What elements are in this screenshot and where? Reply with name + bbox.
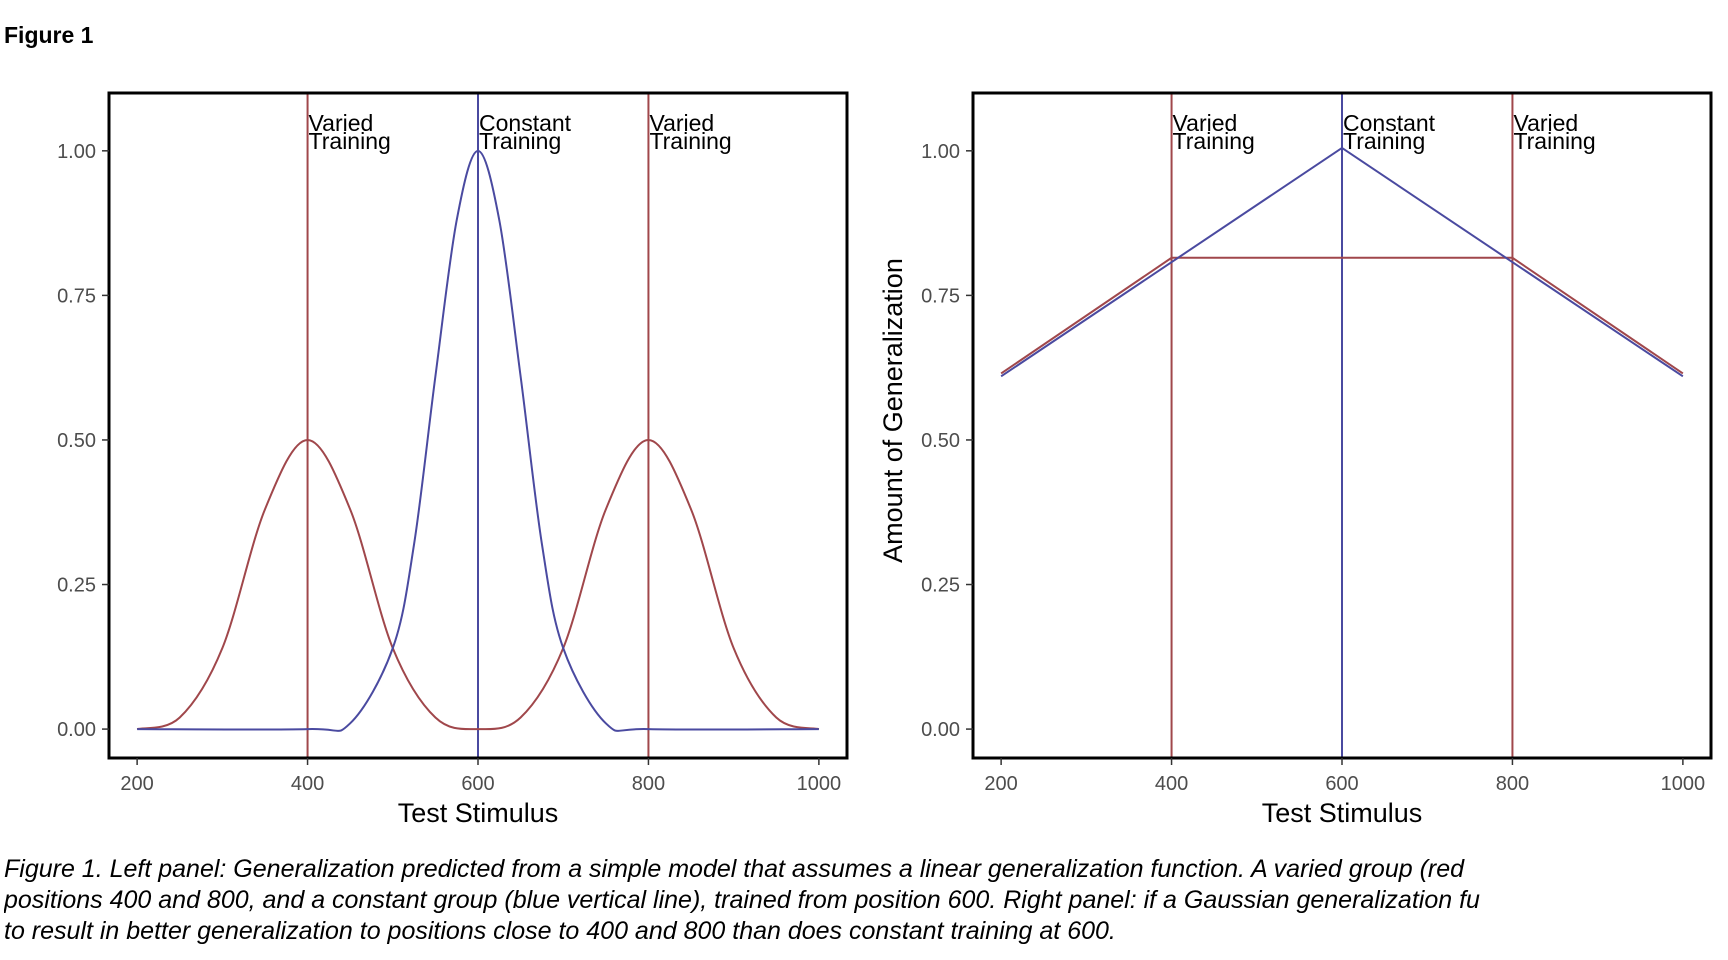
figure-title: Figure 1	[4, 22, 94, 48]
x-tick-label: 600	[1325, 773, 1358, 795]
chart-panel-right: 0.00 0.25 0.50 0.75 1.00 200 400 600 800 1000 Test…	[878, 91, 1713, 828]
chart-panel-left: 0.00 0.25 0.50 0.75 1.00 200 400 600 800 1000 Test…	[57, 91, 849, 828]
series-line-constant	[137, 149, 819, 732]
series-line-varied	[136, 438, 820, 731]
series-line-varied	[1000, 256, 1684, 375]
x-tick-label: 200	[120, 773, 153, 795]
x-tick-label: 800	[1496, 773, 1529, 795]
x-tick-label: 400	[1155, 773, 1188, 795]
y-tick-label: 0.00	[57, 719, 96, 741]
training-label: Training	[309, 128, 391, 154]
caption-line: positions 400 and 800, and a constant gr…	[4, 886, 1480, 914]
training-label: Varied	[1173, 110, 1238, 136]
y-tick-label: 0.50	[57, 430, 96, 452]
y-tick-label: 0.75	[57, 285, 96, 307]
y-tick-label: 0.25	[921, 575, 960, 597]
y-tick-label: 1.00	[921, 141, 960, 163]
y-tick-label: 0.00	[921, 719, 960, 741]
caption-line: Figure 1. Left panel: Generalization pre…	[4, 855, 1465, 883]
figure-caption: Figure 1. Left panel: Generalization pre…	[4, 854, 1728, 947]
training-label: Varied	[309, 110, 374, 136]
x-tick-label: 1000	[1661, 773, 1706, 795]
y-tick-label: 0.75	[921, 285, 960, 307]
x-tick-label: 200	[984, 773, 1017, 795]
y-tick-label: 0.50	[921, 430, 960, 452]
training-label: Varied	[1513, 110, 1578, 136]
x-tick-label: 1000	[797, 773, 842, 795]
charts-canvas: 0.00 0.25 0.50 0.75 1.00 200 400 600 800 1000 Test…	[57, 91, 1713, 828]
x-tick-label: 600	[461, 773, 494, 795]
y-tick-label: 1.00	[57, 141, 96, 163]
training-label: Constant	[1343, 110, 1436, 136]
y-axis-label: Amount of Generalization	[878, 258, 908, 563]
training-label: Training	[649, 128, 731, 154]
x-axis-label: Test Stimulus	[1262, 798, 1423, 828]
x-tick-label: 400	[291, 773, 324, 795]
x-tick-label: 800	[632, 773, 665, 795]
training-label: Training	[1513, 128, 1595, 154]
training-label: Constant	[479, 110, 572, 136]
training-label: Training	[1343, 128, 1425, 154]
x-axis-label: Test Stimulus	[398, 798, 559, 828]
training-label: Training	[1173, 128, 1255, 154]
training-label: Varied	[649, 110, 714, 136]
training-label: Training	[479, 128, 561, 154]
y-tick-label: 0.25	[57, 575, 96, 597]
series-line-constant	[1000, 146, 1684, 378]
caption-line: to result in better generalization to po…	[4, 917, 1116, 945]
